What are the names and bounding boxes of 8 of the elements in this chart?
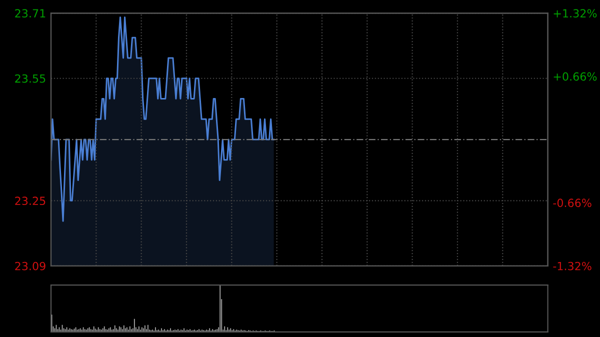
- y-tick-label: 23.09: [15, 262, 46, 270]
- y2-tick-label: +1.32%: [554, 9, 597, 18]
- y2-tick-label: -0.66%: [553, 198, 592, 208]
- y-tick-label: 23.55: [15, 74, 46, 83]
- y2-tick-label: -1.32%: [553, 262, 592, 270]
- y-tick-label: 23.25: [15, 196, 46, 206]
- y-tick-label: 23.71: [15, 9, 46, 18]
- y2-tick-label: +0.66%: [554, 72, 597, 81]
